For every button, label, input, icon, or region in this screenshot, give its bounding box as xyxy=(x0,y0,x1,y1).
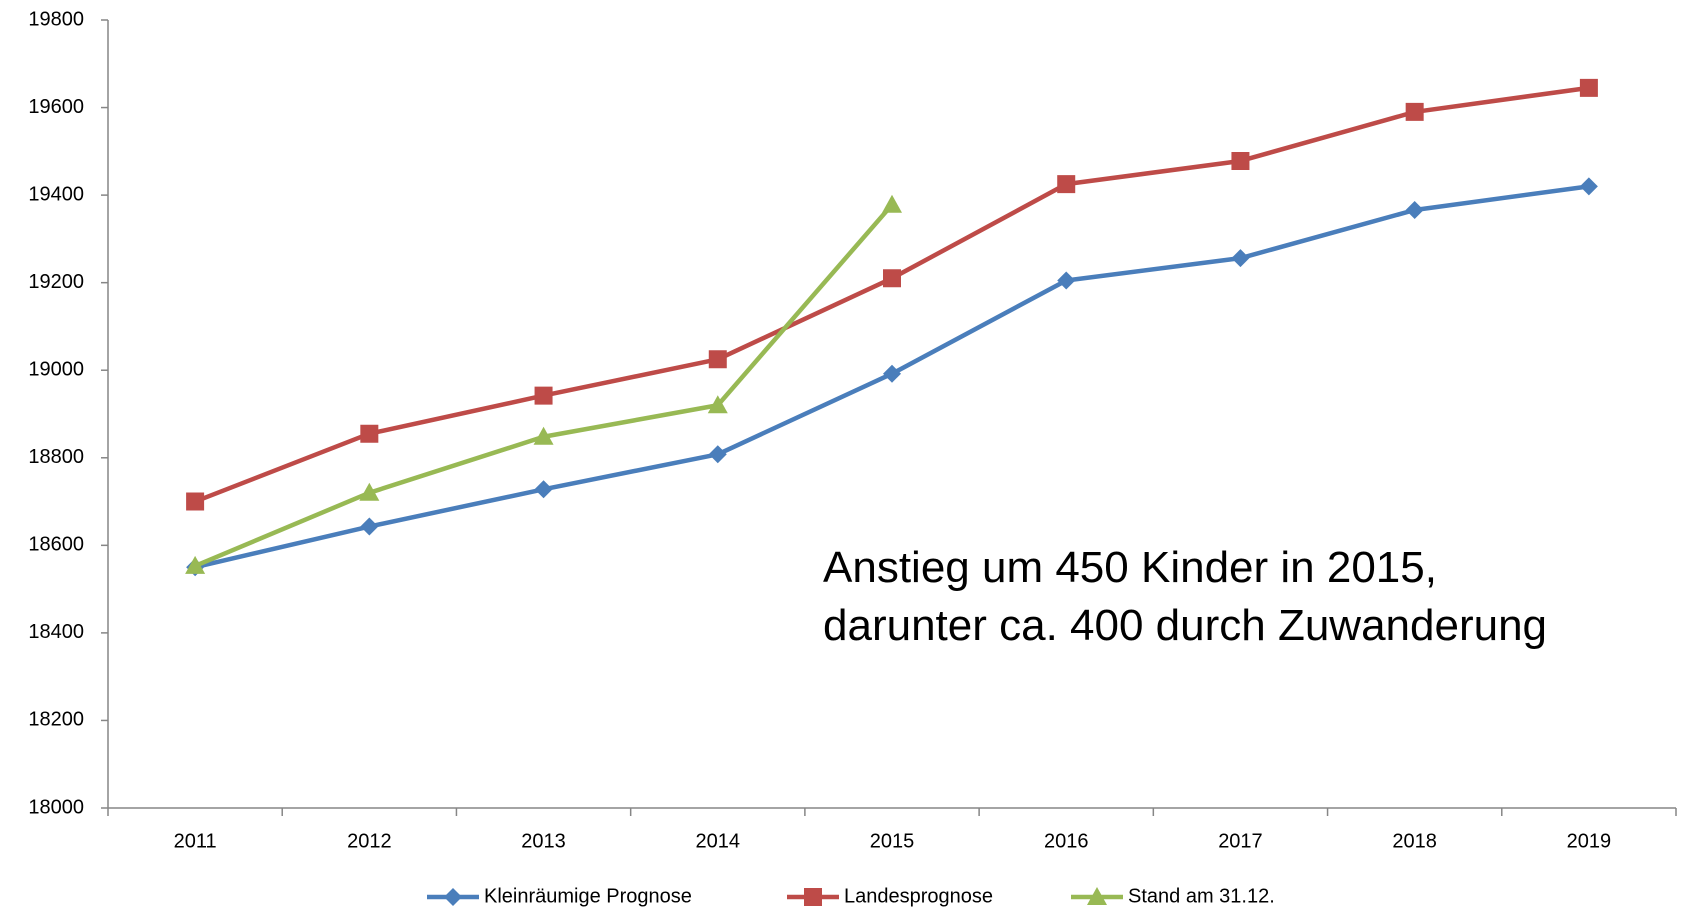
x-tick-label: 2019 xyxy=(1567,830,1612,852)
marker xyxy=(1405,200,1424,219)
marker xyxy=(1057,175,1076,194)
line xyxy=(194,203,894,568)
marker xyxy=(360,517,379,536)
x-tick-label: 2014 xyxy=(696,830,741,852)
marker xyxy=(1405,102,1424,121)
y-tick-label: 19000 xyxy=(28,359,84,381)
marker xyxy=(883,364,901,383)
x-tick-label: 2011 xyxy=(174,830,217,852)
x-tick-label: 2013 xyxy=(521,830,566,852)
marker xyxy=(534,480,553,499)
marker xyxy=(708,445,727,464)
y-tick-label: 18200 xyxy=(28,709,84,731)
marker xyxy=(185,555,206,574)
legend-label: Stand am 31.12. xyxy=(1128,885,1275,907)
marker xyxy=(1231,249,1250,268)
y-tick-label: 19400 xyxy=(28,183,84,205)
marker xyxy=(707,395,728,414)
x-tick-label: 2017 xyxy=(1218,830,1263,852)
marker xyxy=(1579,177,1598,196)
marker xyxy=(533,426,554,445)
x-tick-label: 2016 xyxy=(1044,830,1089,852)
y-tick-label: 18000 xyxy=(28,796,84,818)
x-tick-label: 2015 xyxy=(870,830,915,852)
annotation: Anstieg um 450 Kinder in 2015, xyxy=(823,543,1437,592)
y-tick-label: 18600 xyxy=(28,534,84,556)
legend-label: Landesprognose xyxy=(844,885,993,907)
marker xyxy=(1579,78,1598,97)
legend-label: Kleinräumige Prognose xyxy=(484,885,692,907)
marker xyxy=(708,350,727,369)
annotation: darunter ca. 400 durch Zuwanderung xyxy=(823,601,1547,650)
legend-marker xyxy=(1087,887,1107,905)
marker xyxy=(1057,271,1076,290)
x-tick-label: 2018 xyxy=(1392,830,1437,852)
y-tick-label: 18800 xyxy=(28,446,84,468)
y-tick-label: 19600 xyxy=(28,96,84,118)
marker xyxy=(186,492,205,511)
marker xyxy=(534,386,553,405)
x-tick-label: 2012 xyxy=(347,830,392,852)
y-tick-label: 18400 xyxy=(28,621,84,643)
legend-marker xyxy=(444,888,462,906)
marker xyxy=(359,482,380,501)
marker xyxy=(883,269,901,288)
marker xyxy=(1231,151,1250,170)
marker xyxy=(882,194,902,213)
line xyxy=(194,85,1590,504)
y-tick-label: 19200 xyxy=(28,271,84,293)
legend-marker xyxy=(804,888,822,906)
marker xyxy=(360,424,379,443)
y-tick-label: 19800 xyxy=(28,8,84,30)
